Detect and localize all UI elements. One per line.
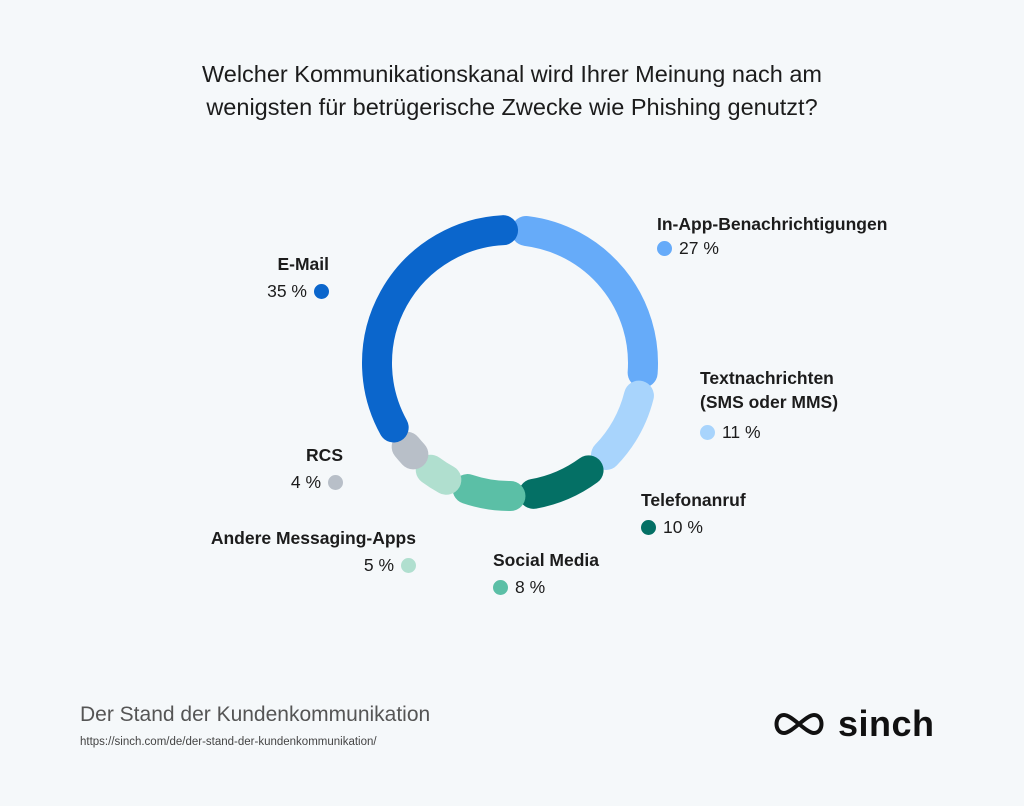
label-inapp-value: 27 % — [679, 238, 719, 258]
label-phone: Telefonanruf 10 % — [641, 488, 746, 541]
sinch-logo: sinch — [770, 703, 935, 745]
label-text-value: 11 % — [722, 422, 761, 442]
legend-dot-social — [493, 579, 508, 595]
legend-dot-inapp — [657, 240, 672, 256]
label-other-name: Andere Messaging-Apps — [210, 528, 416, 548]
label-email: E-Mail 35 % — [267, 252, 329, 303]
label-rcs-name: RCS — [306, 445, 343, 465]
label-phone-name: Telefonanruf — [641, 490, 746, 510]
sinch-swirl-icon — [774, 712, 824, 736]
label-inapp: In-App-Benachrichtigungen 27 % — [657, 212, 887, 262]
legend-dot-email — [314, 283, 329, 299]
label-email-name: E-Mail — [277, 254, 329, 274]
donut-segment-inapp — [511, 215, 658, 388]
chart-title-line-1: Welcher Kommunikationskanal wird Ihrer M… — [202, 61, 822, 87]
label-other: Andere Messaging-Apps 5 % — [211, 526, 416, 577]
donut-segment-phone — [518, 455, 604, 509]
legend-dot-other — [401, 557, 416, 573]
footer-url[interactable]: https://sinch.com/de/der-stand-der-kunde… — [80, 736, 377, 748]
legend-dot-rcs — [328, 474, 343, 490]
label-text-name-2: (SMS oder MMS) — [700, 392, 839, 412]
donut-segment-other — [415, 454, 462, 495]
legend-dot-text — [700, 424, 715, 440]
legend-dot-phone — [641, 519, 656, 535]
donut-segment-text — [590, 380, 654, 471]
label-rcs: RCS 4 % — [291, 443, 343, 494]
donut-segment-rcs — [391, 431, 429, 470]
label-social-name: Social Media — [493, 550, 600, 570]
label-email-value: 35 % — [267, 281, 307, 301]
donut-segment-email — [362, 215, 519, 443]
chart-title-line-2: wenigsten für betrügerische Zwecke wie P… — [206, 94, 818, 120]
label-social-value: 8 % — [515, 577, 546, 597]
label-other-value: 5 % — [363, 555, 394, 575]
label-text: Textnachrichten (SMS oder MMS) 11 % — [700, 366, 838, 446]
label-phone-value: 10 % — [663, 517, 703, 537]
label-inapp-name: In-App-Benachrichtigungen — [657, 214, 888, 234]
footer-title: Der Stand der Kundenkommunikation — [80, 703, 431, 726]
donut-segment-social — [452, 474, 526, 511]
chart-title: Welcher Kommunikationskanal wird Ihrer M… — [0, 58, 1024, 124]
label-rcs-value: 4 % — [290, 472, 321, 492]
label-social: Social Media 8 % — [493, 548, 599, 601]
label-text-name-1: Textnachrichten — [700, 368, 834, 388]
logo-text: sinch — [838, 703, 935, 744]
